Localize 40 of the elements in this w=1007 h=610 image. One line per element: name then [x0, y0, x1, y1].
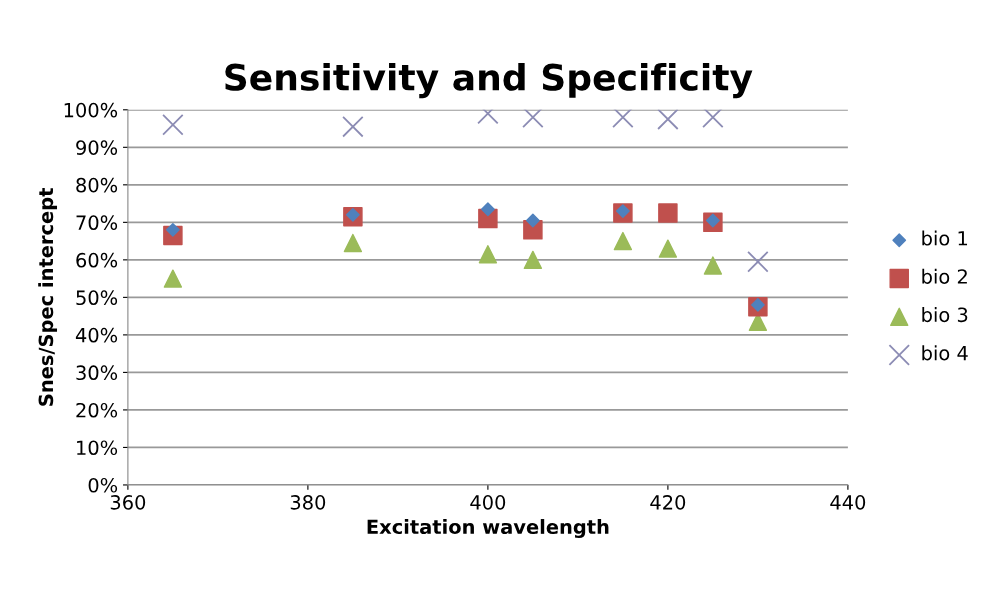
point: [523, 250, 543, 270]
point: [162, 114, 184, 136]
point: [702, 109, 724, 129]
y-tick-label: 60%: [76, 252, 118, 268]
chart-title: Sensitivity and Specificity: [225, 62, 753, 99]
y-tick-label: 0%: [88, 477, 118, 493]
x-axis-title: Excitation wavelength: [367, 519, 609, 539]
point: [522, 109, 544, 129]
y-tick-label: 70%: [76, 215, 118, 231]
point: [480, 202, 495, 217]
y-tick-label: 10%: [77, 440, 118, 456]
x-tick-label: 420: [650, 495, 686, 510]
point: [342, 115, 364, 138]
y-tick-label: 20%: [76, 402, 118, 418]
point: [163, 269, 183, 288]
y-tick-label: 90%: [76, 140, 118, 155]
point: [612, 109, 634, 129]
y-tick-label: 80%: [76, 177, 118, 193]
point: [658, 203, 678, 223]
point: [343, 233, 363, 253]
point: [478, 245, 498, 264]
point: [658, 239, 678, 258]
y-axis-title: Snes/Spec intercept: [38, 188, 58, 406]
legend-label: bio 4: [922, 345, 968, 361]
x-tick-label: 380: [290, 495, 326, 510]
y-tick-label: 50%: [76, 290, 118, 306]
y-tick-label: 100%: [64, 102, 118, 118]
y-tick-label: 40%: [75, 327, 118, 343]
point: [613, 231, 633, 251]
y-tick-label: 30%: [76, 365, 118, 381]
point: [657, 109, 679, 130]
x-tick-label: 360: [110, 495, 146, 510]
point: [703, 256, 723, 275]
legend-label: bio 2: [922, 268, 967, 284]
x-tick-label: 400: [470, 495, 506, 510]
legend-label: bio 1: [922, 230, 968, 246]
legend-label: bio 3: [922, 307, 968, 323]
point: [525, 213, 540, 228]
x-tick-label: 440: [830, 495, 866, 510]
point: [747, 251, 769, 273]
